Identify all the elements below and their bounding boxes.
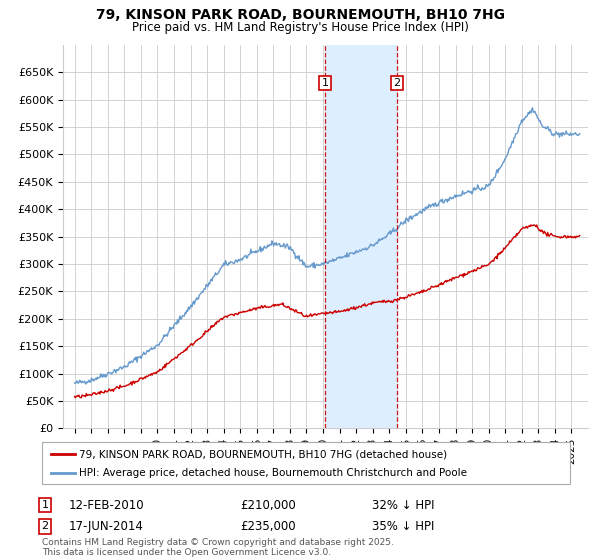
Text: HPI: Average price, detached house, Bournemouth Christchurch and Poole: HPI: Average price, detached house, Bour… <box>79 468 467 478</box>
Text: 2: 2 <box>394 78 400 88</box>
Bar <box>325 45 397 428</box>
Text: 12-FEB-2010: 12-FEB-2010 <box>69 498 145 512</box>
Text: 35% ↓ HPI: 35% ↓ HPI <box>372 520 434 533</box>
Text: 1: 1 <box>322 78 329 88</box>
Text: £210,000: £210,000 <box>240 498 296 512</box>
Text: 2: 2 <box>41 521 49 531</box>
Text: 79, KINSON PARK ROAD, BOURNEMOUTH, BH10 7HG: 79, KINSON PARK ROAD, BOURNEMOUTH, BH10 … <box>95 8 505 22</box>
Text: 1: 1 <box>41 500 49 510</box>
Text: 79, KINSON PARK ROAD, BOURNEMOUTH, BH10 7HG (detached house): 79, KINSON PARK ROAD, BOURNEMOUTH, BH10 … <box>79 449 448 459</box>
Text: 17-JUN-2014: 17-JUN-2014 <box>69 520 144 533</box>
Text: £235,000: £235,000 <box>240 520 296 533</box>
Text: 32% ↓ HPI: 32% ↓ HPI <box>372 498 434 512</box>
Text: Contains HM Land Registry data © Crown copyright and database right 2025.
This d: Contains HM Land Registry data © Crown c… <box>42 538 394 557</box>
Text: Price paid vs. HM Land Registry's House Price Index (HPI): Price paid vs. HM Land Registry's House … <box>131 21 469 34</box>
